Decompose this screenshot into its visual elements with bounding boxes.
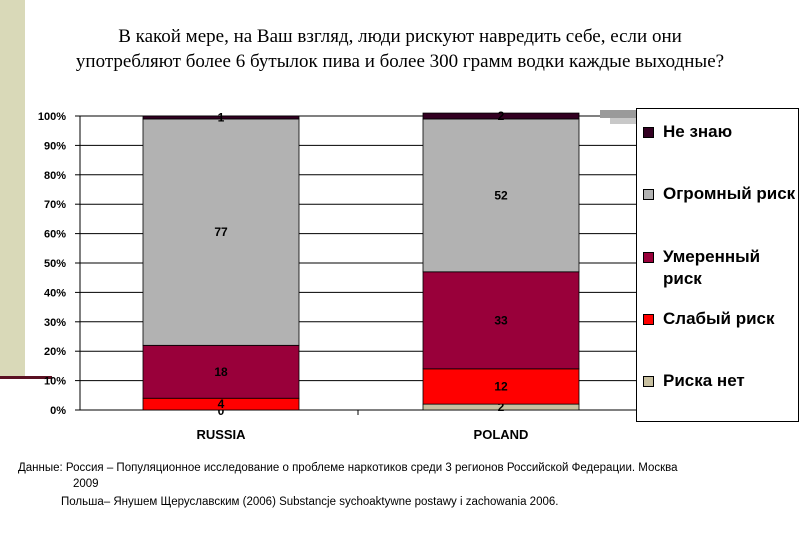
- y-tick-label: 100%: [38, 111, 66, 123]
- title-line-1: В какой мере, на Ваш взгляд, люди рискую…: [118, 26, 682, 47]
- bar-segment: [142, 118, 300, 346]
- x-category-label: RUSSIA: [196, 427, 246, 442]
- data-label: 77: [214, 225, 228, 239]
- legend-label: Риска нет: [663, 371, 745, 390]
- source-line-3: Польша– Янушем Щеруславским (2006) Subst…: [61, 496, 559, 508]
- data-source-note: Данные: Россия – Популяционное исследова…: [18, 460, 800, 510]
- legend-swatch: [643, 376, 654, 387]
- data-label: 0: [218, 404, 225, 418]
- y-tick-label: 40%: [44, 287, 66, 299]
- legend-label: Огромный риск: [663, 184, 796, 203]
- decorative-side-rule: [0, 376, 52, 379]
- y-tick-label: 30%: [44, 317, 66, 329]
- bar-segment: [422, 118, 580, 273]
- page-title: В какой мере, на Ваш взгляд, люди рискую…: [0, 24, 800, 74]
- decorative-side-band: [0, 0, 25, 378]
- legend-swatch: [643, 252, 654, 263]
- data-label: 1: [218, 110, 225, 124]
- legend-label: Не знаю: [663, 122, 733, 141]
- data-label: 2: [498, 109, 505, 123]
- title-line-2: употребляют более 6 бутылок пива и более…: [75, 51, 725, 72]
- y-tick-label: 0%: [50, 405, 66, 417]
- y-tick-label: 10%: [44, 376, 66, 388]
- chart-legend: Не знаю Огромный риск Умеренный риск Сла…: [636, 108, 799, 422]
- legend-swatch: [643, 314, 654, 325]
- data-label: 12: [494, 379, 508, 393]
- data-label: 33: [494, 313, 508, 327]
- y-tick-label: 60%: [44, 229, 66, 241]
- data-label: 18: [214, 365, 228, 379]
- x-category-label: POLAND: [474, 427, 529, 442]
- y-tick-label: 90%: [44, 140, 66, 152]
- y-tick-label: 50%: [44, 258, 66, 270]
- source-line-2: 2009: [73, 478, 99, 490]
- legend-swatch: [643, 127, 654, 138]
- y-tick-label: 20%: [44, 346, 66, 358]
- legend-label: Умеренный риск: [663, 247, 761, 288]
- y-tick-label: 80%: [44, 170, 66, 182]
- bar-segment: [422, 271, 580, 370]
- bar-segment: [142, 115, 300, 120]
- y-tick-label: 70%: [44, 199, 66, 211]
- source-line-1: Данные: Россия – Популяционное исследова…: [18, 462, 678, 474]
- legend-label: Слабый риск: [663, 309, 775, 328]
- legend-swatch: [643, 189, 654, 200]
- data-label: 2: [498, 400, 505, 414]
- bar-segment: [422, 368, 580, 405]
- bar-segment: [422, 112, 580, 120]
- data-label: 52: [494, 188, 508, 202]
- data-label: 4: [218, 397, 225, 411]
